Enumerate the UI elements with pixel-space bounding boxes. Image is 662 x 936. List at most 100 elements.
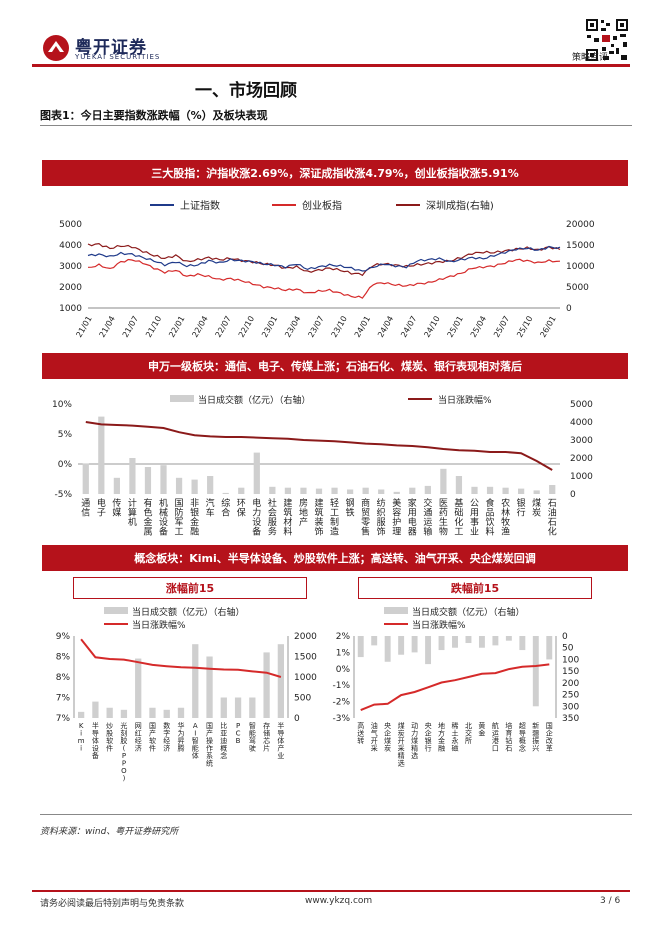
- category-label: 半导体设备: [92, 721, 99, 760]
- y-right-tick-label: 0: [562, 632, 568, 642]
- y-right-tick-label: 1500: [294, 653, 317, 663]
- y-right-tick-label: 0: [570, 490, 576, 500]
- y-left-tick-label: 2000: [59, 283, 82, 293]
- bar: [144, 467, 152, 494]
- bar: [220, 697, 227, 718]
- concept-gainers-chart: 当日成交额（亿元）（右轴）当日涨跌幅% 7% 7% 8% 8% 9% 0 500 1000 150…: [56, 606, 317, 783]
- bar: [120, 709, 128, 718]
- indices-banner: 三大股指：沪指收涨2.69%，深证成指收涨4.79%，创业板指收涨5.91%: [42, 160, 628, 186]
- category-label: 计算机: [128, 497, 137, 528]
- bar: [440, 468, 447, 494]
- bar: [269, 486, 276, 494]
- category-label: 华为昇腾: [178, 721, 185, 753]
- y-right-tick-label: 5000: [566, 283, 589, 293]
- y-left-tick-label: 7%: [56, 694, 71, 704]
- legend-label: 当日成交额（亿元）（右轴）: [412, 606, 525, 618]
- bar: [249, 697, 256, 718]
- x-tick-label: 21/01: [74, 315, 93, 339]
- series-line-2: [87, 242, 561, 277]
- bar: [77, 711, 85, 718]
- bar: [149, 707, 156, 718]
- legend-label: 深圳成指(右轴): [426, 199, 494, 212]
- report-type: 策略点评: [572, 53, 609, 63]
- y-left-tick-label: 1000: [59, 304, 82, 314]
- bar: [452, 636, 458, 648]
- x-tick-label: 23/07: [306, 315, 325, 339]
- y-right-tick-label: 50: [562, 644, 574, 654]
- category-label: 存储芯片: [263, 721, 270, 753]
- bar: [98, 416, 105, 494]
- bar: [455, 476, 463, 494]
- y-left-tick-label: 5%: [58, 430, 73, 440]
- bar: [409, 487, 416, 494]
- x-tick-label: 25/07: [492, 315, 511, 339]
- bar: [505, 636, 512, 641]
- bar: [177, 707, 185, 718]
- category-label: 钢铁: [346, 497, 355, 519]
- category-label: 轻工制造: [330, 497, 339, 538]
- x-tick-label: 22/01: [167, 315, 186, 339]
- bar: [263, 652, 270, 718]
- category-label: 电子: [97, 497, 106, 519]
- category-label: 油气开采: [371, 721, 378, 753]
- category-label: 综合: [221, 497, 230, 519]
- category-label: 基础化工: [454, 497, 463, 538]
- category-label: 机械设备: [159, 497, 168, 538]
- y-right-tick-label: 0: [566, 304, 572, 314]
- change-line: [80, 638, 282, 678]
- bar: [471, 486, 478, 494]
- header-divider: [32, 64, 630, 67]
- bar: [398, 636, 405, 655]
- bar: [163, 709, 170, 718]
- category-label: 煤炭: [532, 497, 541, 519]
- bar: [425, 636, 432, 665]
- category-label: 商贸零售: [361, 497, 370, 538]
- x-tick-label: 26/01: [538, 315, 557, 339]
- category-label: 有色金属: [143, 497, 152, 538]
- x-tick-label: 24/04: [376, 315, 395, 339]
- bar: [486, 486, 494, 494]
- x-tick-label: 25/10: [515, 315, 534, 339]
- bar: [438, 636, 445, 651]
- y-left-tick-label: -1%: [332, 681, 350, 691]
- brand-logo-icon: [43, 35, 69, 61]
- bar: [253, 452, 260, 494]
- bar: [393, 491, 400, 494]
- figure-divider: [40, 125, 632, 126]
- category-label: 网红经济: [135, 722, 142, 753]
- category-label: 稀土永磁: [452, 721, 459, 753]
- category-label: 公用事业: [470, 498, 479, 538]
- category-label: 环保: [237, 498, 246, 519]
- y-left-tick-label: 4000: [59, 241, 82, 251]
- x-tick-label: 24/01: [353, 315, 372, 339]
- bar: [532, 636, 539, 707]
- category-label: A I 智能体: [192, 722, 199, 760]
- y-right-tick-label: 0: [294, 714, 300, 724]
- category-label: 美容护理: [392, 497, 401, 538]
- category-label: 国防军工: [175, 498, 184, 538]
- bar: [129, 458, 136, 494]
- category-label: 地方金融: [438, 721, 445, 753]
- bar: [518, 488, 525, 494]
- bar: [113, 477, 120, 494]
- category-label: 国产操作系统: [206, 722, 213, 768]
- bar: [546, 636, 553, 660]
- y-left-tick-label: -2%: [332, 698, 350, 708]
- bar: [465, 636, 472, 644]
- y-left-tick-label: 0%: [336, 665, 351, 675]
- bar: [315, 488, 323, 494]
- x-tick-label: 22/10: [237, 315, 256, 339]
- sector-performance-chart: 当日成交额（亿元）（右轴） 当日涨跌幅% -5% 0% 5% 10% 0 1000 2000 30…: [52, 394, 593, 538]
- change-line: [85, 421, 553, 471]
- y-right-tick-label: 2000: [294, 632, 317, 642]
- category-label: 电力设备: [252, 497, 261, 538]
- page-number: 3 / 6: [600, 896, 621, 906]
- y-left-tick-label: 9%: [56, 632, 71, 642]
- y-right-tick-label: 500: [294, 694, 311, 704]
- bar: [549, 485, 556, 494]
- bar: [492, 636, 499, 646]
- category-label: 高送转: [357, 721, 364, 745]
- bar: [331, 487, 338, 494]
- bar: [222, 492, 229, 494]
- x-tick-label: 21/07: [121, 315, 140, 339]
